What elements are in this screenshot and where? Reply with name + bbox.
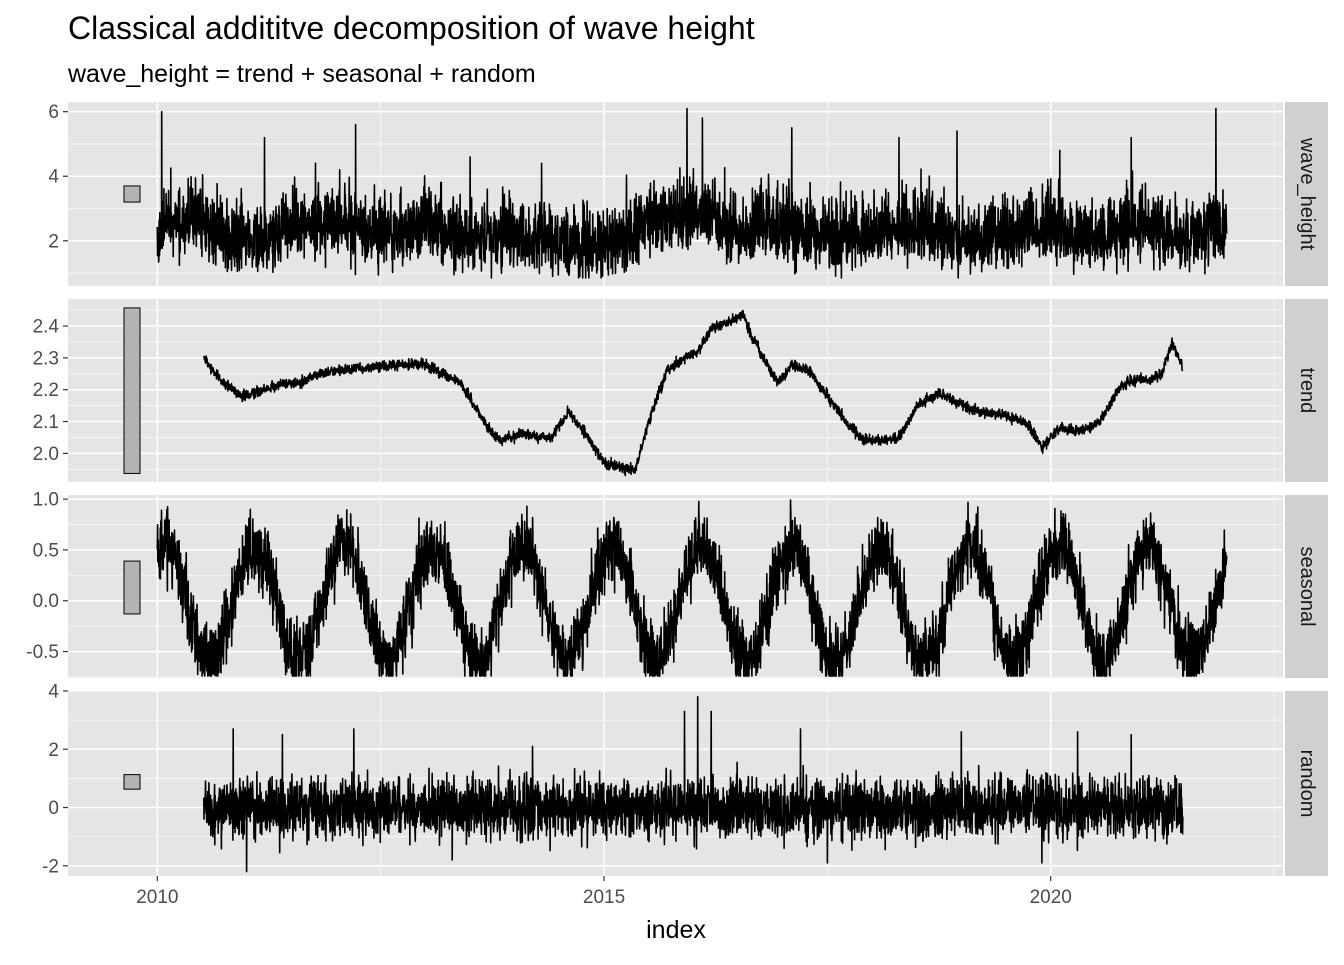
y-tick-label: 2 — [48, 231, 59, 252]
strip-background — [1285, 495, 1328, 678]
panel-seasonal: -0.5 0.0 0.5 1.0 seasonal — [26, 490, 1328, 678]
x-axis-title: index — [646, 916, 706, 944]
x-tick-label: 2010 — [136, 887, 178, 908]
y-tick-label: 0.0 — [33, 591, 59, 612]
scale-bar — [123, 307, 141, 474]
y-tick-label: 2 — [48, 740, 59, 761]
y-tick-label: 2.0 — [33, 444, 59, 465]
series-line-wave_height — [156, 107, 1228, 279]
y-tick-label: 0.5 — [33, 540, 59, 561]
panel-wave_height: 2 4 6 wave_height — [48, 102, 1328, 286]
strip-label-wave_height: wave_height — [1296, 137, 1318, 251]
panel-trend: 2.0 2.1 2.2 2.3 2.4 trend — [33, 299, 1328, 482]
series-line-random — [203, 696, 1184, 873]
scale-bar — [123, 774, 141, 790]
panel-random: -2 0 2 4 random — [42, 682, 1328, 877]
strip-background — [1285, 299, 1328, 482]
chart-title: Classical addititve decomposition of wav… — [68, 10, 755, 46]
x-axis: 2010 2015 2020 — [136, 876, 1072, 908]
scale-bar — [123, 185, 141, 203]
chart-subtitle: wave_height = trend + seasonal + random — [67, 60, 536, 88]
y-tick-label: 2.1 — [33, 412, 59, 433]
scale-bar — [123, 560, 141, 615]
panels-layer: 2 4 6 wave_height 2.0 2.1 2.2 2.3 2.4 trend -0.5 0.… — [26, 102, 1328, 877]
y-tick-label: 4 — [48, 167, 59, 188]
series-line-seasonal — [156, 499, 1228, 677]
y-tick-label: 2.2 — [33, 380, 59, 401]
strip-label-seasonal: seasonal — [1296, 546, 1318, 626]
x-tick-label: 2020 — [1030, 887, 1072, 908]
y-tick-label: 4 — [48, 682, 59, 703]
strip-label-trend: trend — [1296, 368, 1318, 414]
y-tick-label: 2.3 — [33, 348, 59, 369]
y-tick-label: 0 — [48, 798, 59, 819]
strip-label-random: random — [1296, 750, 1318, 818]
x-tick-label: 2015 — [583, 887, 625, 908]
y-tick-label: -2 — [42, 856, 59, 877]
y-tick-label: 6 — [48, 102, 59, 123]
y-tick-label: -0.5 — [26, 642, 59, 663]
strip-background — [1285, 691, 1328, 876]
series-line-trend — [203, 309, 1184, 477]
strip-background — [1285, 102, 1328, 286]
y-tick-label: 2.4 — [33, 317, 60, 338]
y-tick-label: 1.0 — [33, 490, 59, 511]
